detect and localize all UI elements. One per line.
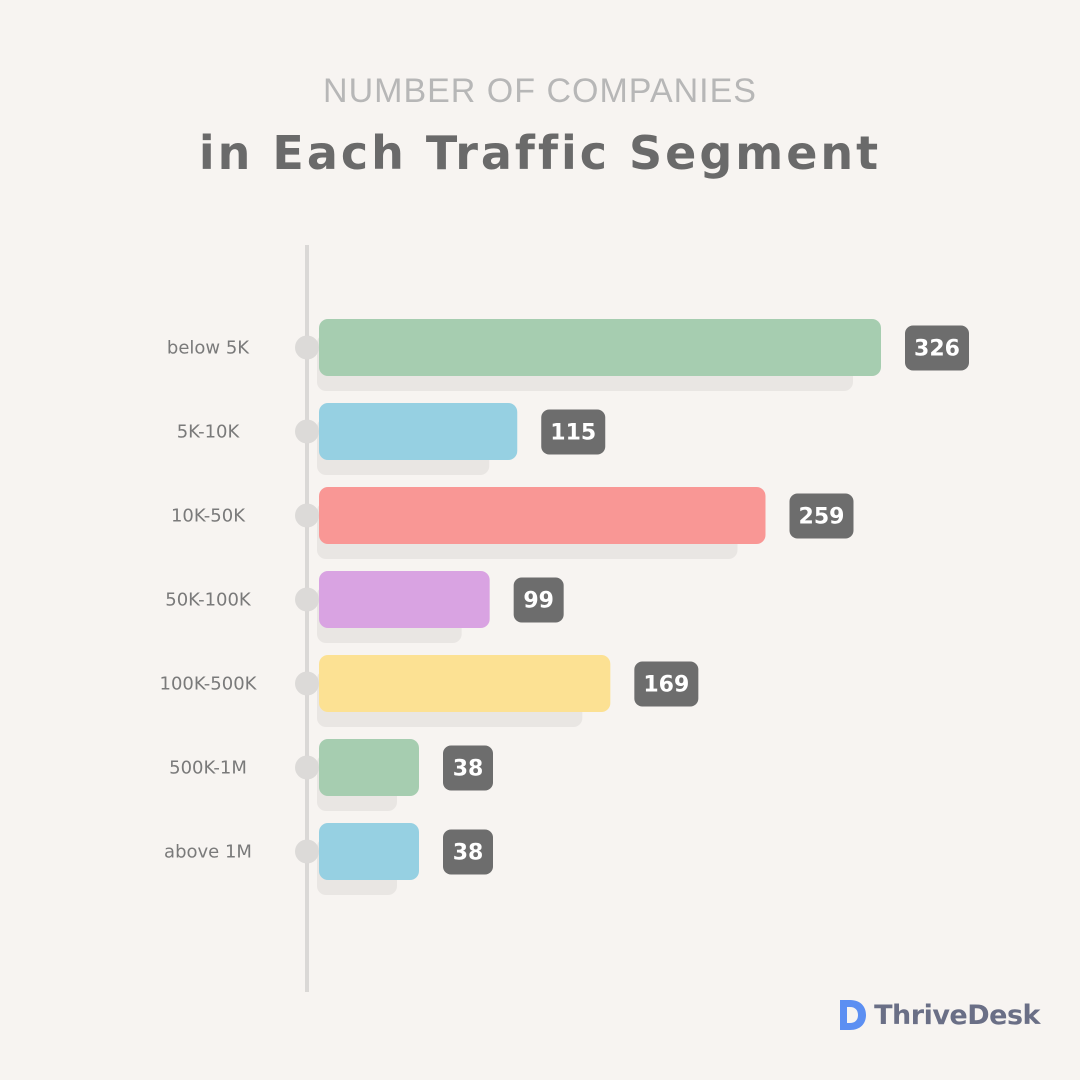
- data-label: 38: [453, 757, 484, 782]
- bar: [319, 487, 766, 544]
- data-label: 169: [643, 673, 689, 698]
- category-label: above 1M: [164, 842, 252, 863]
- category-label: below 5K: [167, 338, 250, 359]
- chart-title: NUMBER OF COMPANIES: [323, 72, 757, 110]
- axis-dot: [295, 587, 319, 612]
- bar: [319, 403, 518, 460]
- category-label: 10K-50K: [171, 506, 246, 527]
- axis-dot: [295, 839, 319, 864]
- bar: [319, 823, 419, 880]
- data-label: 99: [523, 589, 554, 614]
- bar: [319, 655, 611, 712]
- category-label: 5K-10K: [177, 422, 241, 443]
- category-label: 500K-1M: [169, 758, 247, 779]
- value-badge: [541, 409, 606, 455]
- bar: [319, 739, 419, 796]
- value-badge: [513, 577, 564, 623]
- value-badge: [634, 661, 699, 707]
- value-badge: [443, 829, 493, 875]
- data-label: 38: [453, 841, 484, 866]
- axis-dot: [295, 335, 319, 360]
- category-label: 100K-500K: [160, 674, 258, 695]
- bar: [319, 319, 881, 376]
- category-label: 50K-100K: [165, 590, 252, 611]
- chart-subtitle: in Each Traffic Segment: [198, 126, 882, 180]
- value-badge: [443, 745, 493, 791]
- axis-dot: [295, 671, 319, 696]
- brand-logo: ThriveDesk: [838, 998, 1040, 1032]
- axis-dot: [295, 419, 319, 444]
- brand-name: ThriveDesk: [874, 999, 1040, 1031]
- axis-dot: [295, 503, 319, 528]
- value-badge: [789, 493, 854, 539]
- data-label: 326: [914, 337, 960, 362]
- data-label: 115: [550, 421, 596, 446]
- value-badge: [905, 325, 969, 371]
- thrivedesk-d-icon: [840, 1000, 867, 1030]
- axis-dot: [295, 755, 319, 780]
- bar: [319, 571, 490, 628]
- data-label: 259: [799, 505, 845, 530]
